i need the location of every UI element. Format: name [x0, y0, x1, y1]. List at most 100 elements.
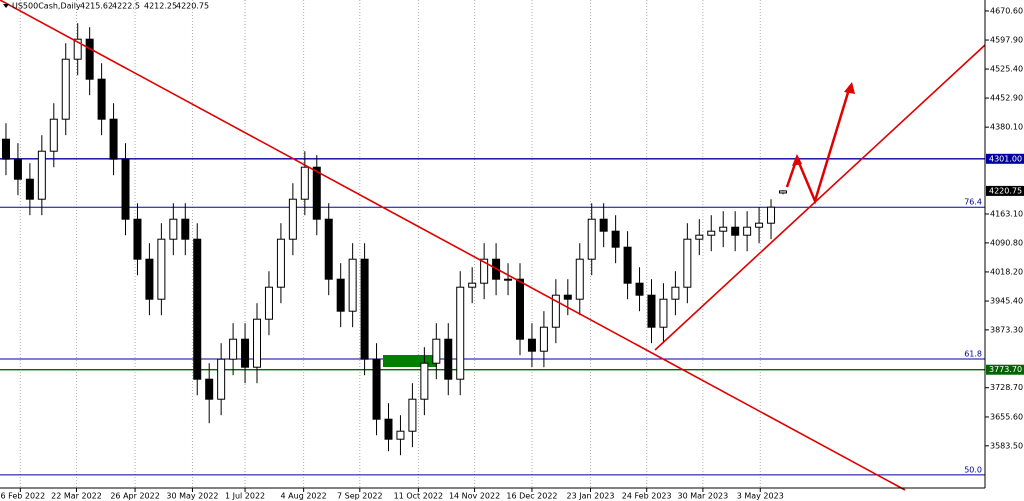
projection-arrow [785, 85, 852, 205]
x-tick-label: 30 May 2022 [166, 492, 218, 501]
candle-body [420, 362, 429, 400]
x-tick-label: 24 Feb 2023 [622, 492, 672, 501]
grid [19, 0, 761, 488]
candle-body [37, 150, 46, 200]
candle-body [73, 38, 82, 60]
ohlc-close: 4220.75 [176, 2, 209, 11]
y-tick-label: 4090.80 [990, 238, 1023, 247]
symbol: US500Cash,Daily [12, 2, 81, 11]
ohlc-low: 4212.25 [144, 2, 177, 11]
candle-body [133, 218, 142, 260]
candle-body [444, 338, 453, 380]
candle-body [336, 278, 345, 312]
x-tick-label: 22 Mar 2022 [51, 492, 102, 501]
candle-body [324, 218, 333, 280]
y-tick-label: 3655.60 [990, 412, 1023, 421]
zone [383, 355, 437, 367]
x-tick-label: 14 Nov 2022 [449, 492, 500, 501]
candle-body [480, 258, 489, 284]
levels [0, 158, 985, 476]
candle-body [157, 238, 166, 300]
arrow-head [792, 154, 802, 166]
y-tick-label: 4597.90 [990, 36, 1023, 45]
price-tag-label: 3773.70 [989, 365, 1022, 374]
candle-body [145, 258, 154, 300]
candle-body [121, 158, 130, 220]
price-tag [986, 364, 1024, 375]
candle-body [300, 166, 309, 200]
candle-body [109, 118, 118, 160]
candle-body [515, 278, 524, 340]
x-tick-label: 30 Mar 2023 [678, 492, 729, 501]
candle-body [264, 286, 273, 320]
y-tick-label: 3728.70 [990, 383, 1023, 392]
candle-body [587, 218, 596, 260]
y-tick-label: 3945.40 [990, 297, 1023, 306]
candle-body [599, 218, 608, 232]
candle-body [719, 226, 728, 232]
candle-body [61, 58, 70, 120]
candle-body [755, 222, 764, 228]
x-tick-label: 11 Oct 2022 [394, 492, 443, 501]
candle-body [181, 218, 190, 240]
candle-body [695, 234, 704, 240]
candle-body [396, 430, 405, 440]
candle-body [575, 258, 584, 300]
candle-body [97, 78, 106, 120]
candle-body [539, 326, 548, 352]
candle-body [217, 358, 226, 400]
fib-label: 61.8 [964, 350, 982, 359]
candle-body [623, 246, 632, 284]
candle-body [276, 238, 285, 288]
candle-body [1, 138, 10, 160]
current-price-label: 4220.75 [989, 186, 1022, 195]
y-tick-label: 4452.90 [990, 94, 1023, 103]
menu-arrow [3, 4, 9, 8]
price-tag-label: 4301.00 [989, 154, 1022, 163]
candle-body [193, 238, 202, 380]
candle-body [360, 258, 369, 360]
ohlc-open: 4215.62 [80, 2, 113, 11]
candle-body [229, 338, 238, 360]
candle-body [527, 338, 536, 352]
candle-body [551, 294, 560, 328]
ohlc-high: 4222.5 [112, 2, 140, 11]
candle-body [468, 282, 477, 288]
fib-label: 76.4 [964, 198, 982, 207]
candle-body [25, 178, 34, 200]
y-tick-label: 4670.60 [990, 6, 1023, 15]
candle-body [456, 286, 465, 380]
candle-body [659, 298, 668, 328]
x-tick-label: 26 Apr 2022 [110, 492, 159, 501]
candle-body [85, 38, 94, 80]
candle-body [169, 218, 178, 240]
trendline [654, 44, 986, 351]
y-tick-label: 4018.20 [990, 267, 1023, 276]
x-tick-label: 23 Jan 2023 [567, 492, 615, 501]
candle-body [13, 158, 22, 180]
x-tick-label: 16 Dec 2022 [506, 492, 557, 501]
candle-body [611, 230, 620, 248]
current-price-tag [986, 185, 1024, 196]
candle-body [253, 318, 262, 368]
x-tick-label: 7 Sep 2022 [337, 492, 383, 501]
candle-body [372, 358, 381, 420]
candle-body [683, 238, 692, 288]
candle-body [635, 282, 644, 296]
candle-body [647, 294, 656, 328]
candle-body [408, 398, 417, 432]
y-tick-label: 4163.10 [990, 209, 1023, 218]
arrow-head [844, 82, 855, 94]
candle-body [348, 258, 357, 312]
y-tick-label: 3873.30 [990, 325, 1023, 334]
candle-body [504, 278, 513, 281]
candle-body [384, 418, 393, 440]
candle-body [767, 206, 776, 224]
x-tick-label: 16 Feb 2022 [0, 492, 45, 501]
candle-body [288, 198, 297, 240]
candle-body [312, 166, 321, 220]
candle-body [241, 338, 250, 368]
candle-body [205, 378, 214, 400]
